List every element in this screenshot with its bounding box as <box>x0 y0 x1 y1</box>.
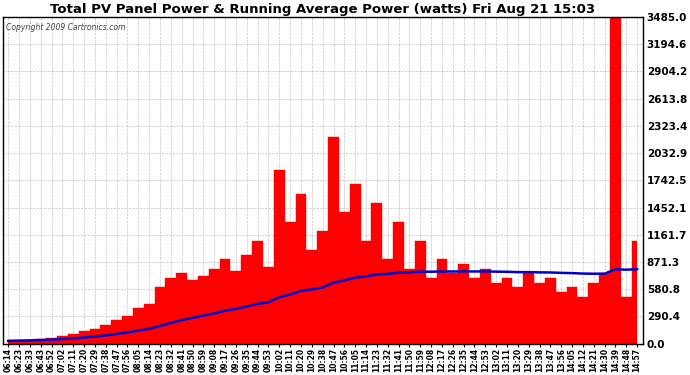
Title: Total PV Panel Power & Running Average Power (watts) Fri Aug 21 15:03: Total PV Panel Power & Running Average P… <box>50 3 595 16</box>
Text: Copyright 2009 Cartronics.com: Copyright 2009 Cartronics.com <box>6 24 126 33</box>
